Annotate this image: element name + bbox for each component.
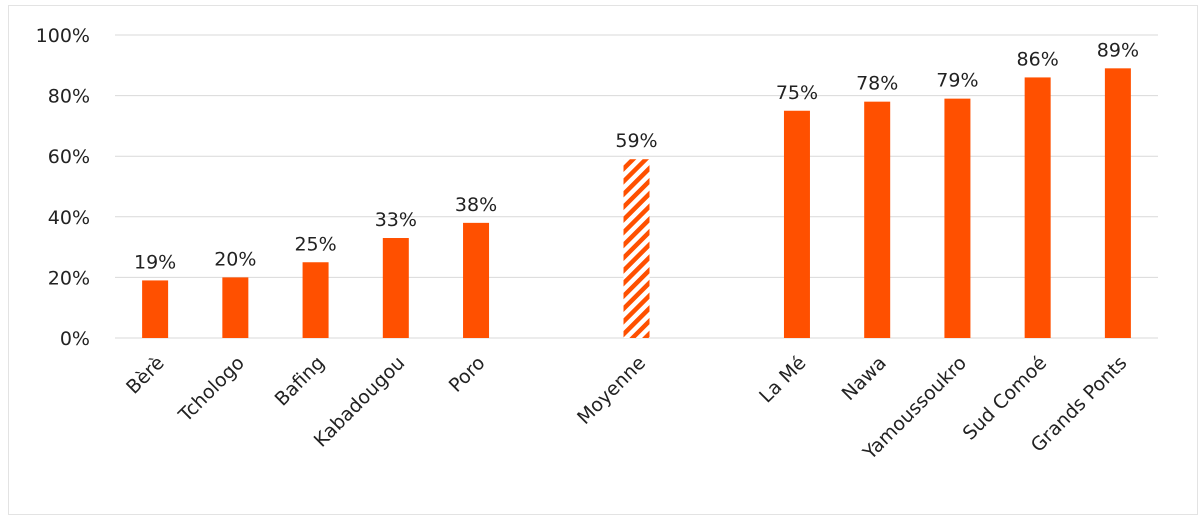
bar xyxy=(222,277,249,338)
y-tick-label: 100% xyxy=(36,25,90,47)
bar xyxy=(944,98,971,338)
bar xyxy=(783,110,810,338)
y-tick-label: 80% xyxy=(48,86,90,108)
data-label: 38% xyxy=(455,194,497,216)
bar xyxy=(1024,77,1051,339)
x-tick-label: Tchologo xyxy=(174,352,249,427)
data-label: 33% xyxy=(375,209,417,231)
x-tick-label: Moyenne xyxy=(573,352,650,429)
y-tick-label: 40% xyxy=(48,207,90,229)
bar xyxy=(864,101,891,338)
x-tick-label: La Mé xyxy=(755,352,810,407)
bar xyxy=(623,159,650,338)
data-label: 20% xyxy=(214,248,256,270)
y-tick-label: 60% xyxy=(48,146,90,168)
gridlines xyxy=(115,34,1158,339)
x-tick-label: Nawa xyxy=(838,352,891,405)
data-labels: 19% 20% 25% 33% 38% 59% 75% 78% 79% 86% 89% xyxy=(134,39,1139,273)
data-label: 75% xyxy=(776,82,818,104)
x-tick-label: Bafing xyxy=(271,352,330,411)
data-label: 59% xyxy=(615,130,657,152)
data-label: 86% xyxy=(1017,48,1059,70)
data-label: 79% xyxy=(936,70,978,92)
bars xyxy=(142,68,1131,339)
x-tick-label: Poro xyxy=(445,352,490,397)
y-axis-tick-labels: 0% 20% 40% 60% 80% 100% xyxy=(36,25,90,350)
data-label: 25% xyxy=(294,233,336,255)
bar xyxy=(1104,68,1131,338)
data-label: 78% xyxy=(856,73,898,95)
y-tick-label: 0% xyxy=(60,328,90,350)
bar xyxy=(382,238,409,338)
bar xyxy=(302,262,329,338)
bar xyxy=(142,280,169,338)
chart-frame xyxy=(8,5,1198,515)
bar xyxy=(463,222,490,338)
x-tick-label: Bèrè xyxy=(122,352,169,399)
data-label: 19% xyxy=(134,251,176,273)
data-label: 89% xyxy=(1097,39,1139,61)
y-tick-label: 20% xyxy=(48,267,90,289)
